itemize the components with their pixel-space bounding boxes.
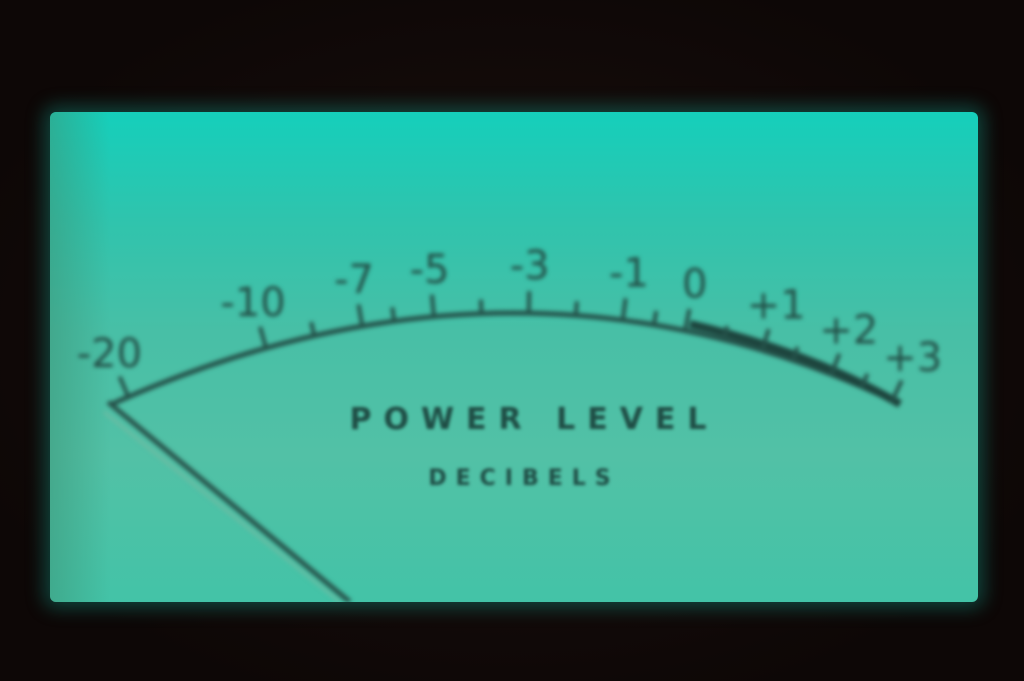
scale-tick <box>829 352 842 375</box>
scale-label: -3 <box>510 243 550 289</box>
meter-needle <box>106 400 352 602</box>
scale-tick <box>429 294 436 317</box>
scale-tick <box>620 298 628 321</box>
scale-label: +2 <box>819 307 878 353</box>
scale-tick <box>390 307 397 322</box>
scale-label: -1 <box>609 251 649 297</box>
scale-tick <box>860 373 870 388</box>
scale-tick <box>309 321 317 337</box>
scale-tick <box>117 375 131 398</box>
scale-tick <box>890 379 904 402</box>
scale-tick <box>791 346 800 361</box>
scale-arc-high <box>689 320 903 408</box>
scale-label: -5 <box>410 247 450 293</box>
scale-tick <box>760 328 771 351</box>
scale-label: +3 <box>883 335 942 381</box>
scale-tick <box>356 304 365 327</box>
scale-label: +1 <box>747 282 806 328</box>
scale-arc <box>110 310 902 407</box>
scale-label: -7 <box>334 257 374 303</box>
scale-label: 0 <box>682 262 707 308</box>
scale-labels: -20-10 -7 -5 -3 -1 0 +1+2+3 <box>77 243 943 381</box>
meter-face: -20 -10 -7 -5 -3 -1 0 +1 +2 +3 POWER LEVEL DECIBE… <box>50 112 978 602</box>
scale-tick <box>573 301 579 316</box>
scale-tick <box>683 308 692 332</box>
scale-tick <box>478 299 484 314</box>
meter-subtitle: DECIBELS <box>428 466 620 491</box>
needle-shadow <box>103 410 341 602</box>
scale-tick <box>721 325 730 341</box>
scale-ticks <box>117 291 904 402</box>
meter-dial: -20-10 -7 -5 -3 -1 0 +1+2+3 <box>77 243 943 602</box>
meter-title: POWER LEVEL <box>349 402 719 437</box>
scale-label: -10 <box>220 280 285 326</box>
face-shadow <box>50 112 110 602</box>
scale-tick <box>651 310 659 326</box>
scale-label: -20 <box>77 331 142 377</box>
scale-tick <box>258 326 268 349</box>
